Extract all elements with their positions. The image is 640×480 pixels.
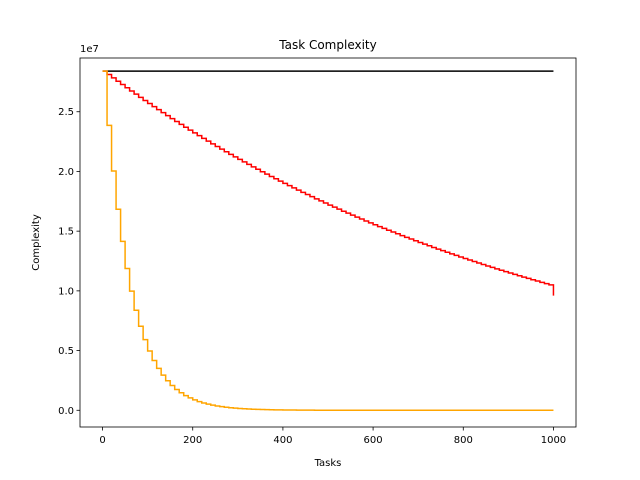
y-tick-label: 0.0 <box>58 406 74 417</box>
x-tick-label: 1000 <box>541 435 566 446</box>
x-tick-label: 800 <box>454 435 473 446</box>
y-tick-label: 2.5 <box>58 107 74 118</box>
series-layer <box>102 70 555 412</box>
x-axis-label: Tasks <box>314 458 342 469</box>
series-line-2 <box>102 70 555 296</box>
x-axis: 0 200 400 600 800 1000 <box>99 427 566 446</box>
y-axis-label: Complexity <box>31 214 42 271</box>
x-tick-label: 400 <box>273 435 292 446</box>
x-tick-label: 200 <box>183 435 202 446</box>
x-tick-label: 0 <box>99 435 105 446</box>
plot-frame <box>79 57 577 428</box>
y-offset-label: 1e7 <box>80 44 99 55</box>
chart-title: Task Complexity <box>278 38 377 52</box>
y-axis: 0.0 0.5 1.0 1.5 2.0 2.5 <box>58 107 80 417</box>
x-tick-label: 600 <box>364 435 383 446</box>
series-line-3 <box>102 70 554 412</box>
y-tick-label: 0.5 <box>58 346 74 357</box>
y-tick-label: 2.0 <box>58 167 74 178</box>
y-tick-label: 1.0 <box>58 286 74 297</box>
y-tick-label: 1.5 <box>58 227 74 238</box>
